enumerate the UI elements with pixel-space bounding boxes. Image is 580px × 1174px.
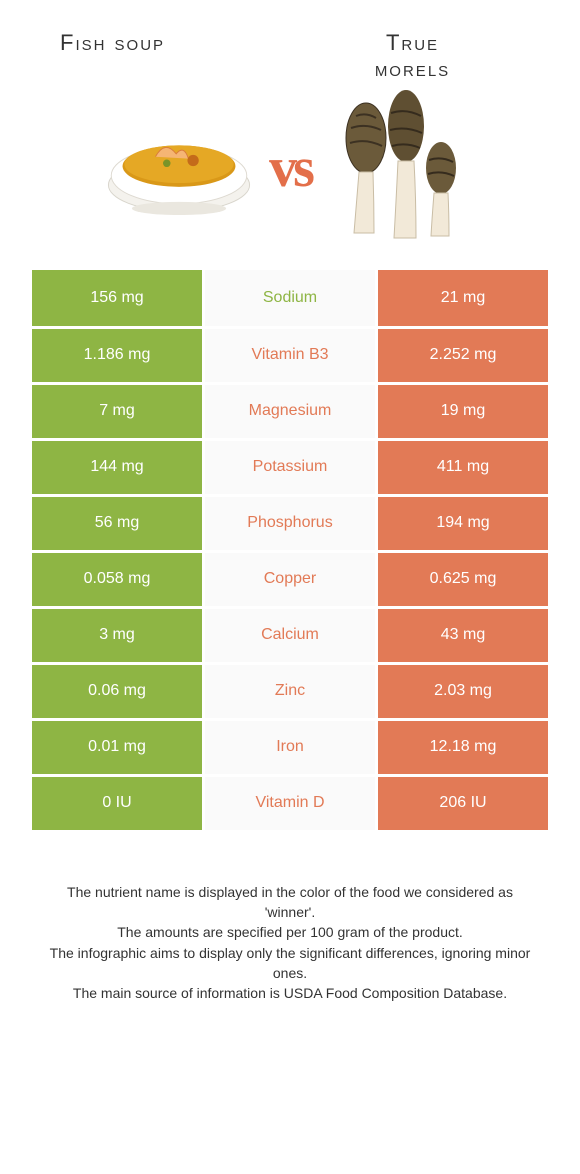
nutrient-name: Potassium <box>205 441 375 494</box>
value-left: 3 mg <box>32 609 205 662</box>
value-right: 43 mg <box>375 609 548 662</box>
footer-line4: The main source of information is USDA F… <box>40 983 540 1003</box>
nutrient-name: Copper <box>205 553 375 606</box>
value-left: 0.06 mg <box>32 665 205 718</box>
footer-notes: The nutrient name is displayed in the co… <box>0 832 580 1004</box>
nutrient-name: Iron <box>205 721 375 774</box>
value-right: 206 IU <box>375 777 548 830</box>
nutrient-row: 7 mgMagnesium19 mg <box>32 382 548 438</box>
nutrient-row: 3 mgCalcium43 mg <box>32 606 548 662</box>
value-left: 144 mg <box>32 441 205 494</box>
nutrient-row: 56 mgPhosphorus194 mg <box>32 494 548 550</box>
vs-text: vs <box>269 136 311 200</box>
value-left: 0 IU <box>32 777 205 830</box>
nutrient-name: Calcium <box>205 609 375 662</box>
nutrient-row: 144 mgPotassium411 mg <box>32 438 548 494</box>
nutrient-row: 0.01 mgIron12.18 mg <box>32 718 548 774</box>
nutrient-name: Phosphorus <box>205 497 375 550</box>
value-right: 12.18 mg <box>375 721 548 774</box>
value-left: 156 mg <box>32 270 205 326</box>
nutrient-row: 0.058 mgCopper0.625 mg <box>32 550 548 606</box>
header: Fish soup True morels <box>0 0 580 93</box>
nutrient-name: Zinc <box>205 665 375 718</box>
nutrient-row: 156 mgSodium21 mg <box>32 270 548 326</box>
footer-line1: The nutrient name is displayed in the co… <box>40 882 540 923</box>
title-right: True morels <box>295 30 530 83</box>
title-right-line1: True <box>386 30 439 55</box>
value-right: 21 mg <box>375 270 548 326</box>
nutrient-table: 156 mgSodium21 mg1.186 mgVitamin B32.252… <box>30 268 550 832</box>
footer-line3: The infographic aims to display only the… <box>40 943 540 984</box>
footer-line2: The amounts are specified per 100 gram o… <box>40 922 540 942</box>
value-right: 411 mg <box>375 441 548 494</box>
morels-image <box>321 98 481 238</box>
nutrient-row: 1.186 mgVitamin B32.252 mg <box>32 326 548 382</box>
title-right-line2: morels <box>375 56 450 81</box>
value-right: 0.625 mg <box>375 553 548 606</box>
nutrient-name: Vitamin D <box>205 777 375 830</box>
title-left: Fish soup <box>50 30 295 56</box>
fish-soup-image <box>99 98 259 238</box>
nutrient-name: Sodium <box>205 270 375 326</box>
value-left: 1.186 mg <box>32 329 205 382</box>
value-left: 0.01 mg <box>32 721 205 774</box>
value-right: 194 mg <box>375 497 548 550</box>
value-left: 56 mg <box>32 497 205 550</box>
nutrient-row: 0 IUVitamin D206 IU <box>32 774 548 830</box>
nutrient-name: Vitamin B3 <box>205 329 375 382</box>
images-row: vs <box>0 93 580 268</box>
value-right: 2.252 mg <box>375 329 548 382</box>
nutrient-row: 0.06 mgZinc2.03 mg <box>32 662 548 718</box>
value-left: 0.058 mg <box>32 553 205 606</box>
value-right: 2.03 mg <box>375 665 548 718</box>
nutrient-name: Magnesium <box>205 385 375 438</box>
value-left: 7 mg <box>32 385 205 438</box>
value-right: 19 mg <box>375 385 548 438</box>
